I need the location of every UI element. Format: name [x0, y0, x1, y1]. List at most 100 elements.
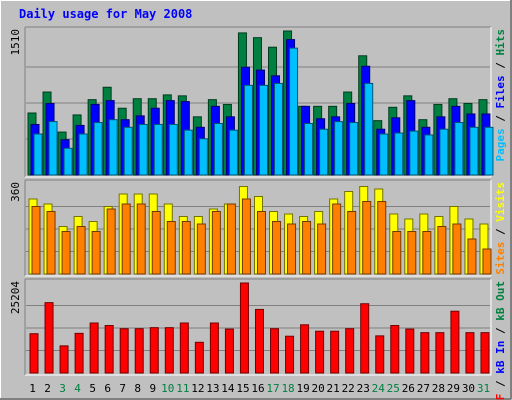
bar-kb-f-day-7 [119, 328, 129, 374]
bar-kb-f-day-30 [465, 332, 475, 374]
bar-sites-day-27 [422, 231, 432, 275]
x-tick-label: 7 [119, 382, 126, 395]
bar-pages-day-18 [289, 47, 299, 176]
bar-pages-day-6 [108, 119, 118, 176]
bar-pages-day-13 [213, 123, 223, 176]
bar-sites-day-11 [181, 221, 191, 275]
bar-kb-f-day-17 [270, 328, 280, 374]
bar-kb-f-day-24 [375, 335, 385, 374]
bar-pages-day-12 [198, 138, 208, 176]
x-tick-label: 20 [312, 382, 325, 395]
bar-sites-day-9 [151, 211, 161, 275]
x-tick-label: 30 [462, 382, 475, 395]
bar-pages-day-16 [258, 84, 268, 176]
bar-sites-day-3 [61, 231, 71, 275]
legend-entry: kB Out [494, 281, 507, 321]
bar-pages-day-2 [48, 121, 58, 176]
bar-pages-day-3 [63, 147, 73, 176]
bar-sites-day-24 [377, 201, 387, 275]
bar-sites-day-21 [332, 203, 342, 275]
bar-sites-day-22 [347, 211, 357, 275]
bar-pages-day-24 [379, 133, 389, 176]
bar-sites-day-31 [482, 248, 492, 275]
chart-title: Daily usage for May 2008 [19, 7, 192, 21]
bar-kb-f-day-31 [480, 332, 490, 374]
series-sites [31, 198, 492, 275]
x-tick-label: 31 [477, 382, 490, 395]
x-tick-label: 16 [251, 382, 264, 395]
bar-sites-day-17 [272, 221, 282, 275]
bar-sites-day-13 [211, 211, 221, 275]
legend-entry: / [494, 321, 507, 341]
legend-entry: Sites [494, 242, 507, 275]
bar-sites-day-5 [91, 231, 101, 275]
bar-sites-day-14 [226, 203, 236, 275]
x-tick-label: 24 [372, 382, 386, 395]
bar-kb-f-day-11 [179, 322, 189, 374]
series-kb-f [29, 282, 490, 374]
bar-sites-day-16 [256, 211, 266, 275]
bar-kb-f-day-13 [209, 322, 219, 374]
bar-pages-day-22 [349, 122, 359, 176]
bar-pages-day-21 [334, 121, 344, 176]
x-tick-label: 17 [266, 382, 279, 395]
legend-entry: Pages [494, 128, 507, 161]
x-tick-label: 5 [89, 382, 96, 395]
bar-pages-day-31 [484, 126, 494, 176]
bar-kb-f-day-3 [59, 345, 69, 374]
bar-pages-day-27 [424, 134, 434, 176]
x-tick-label: 23 [357, 382, 370, 395]
x-tick-label: 3 [59, 382, 66, 395]
bar-kb-f-day-19 [300, 324, 310, 374]
bar-kb-f-day-25 [390, 325, 400, 374]
x-tick-label: 1 [29, 382, 36, 395]
panel-hits_files_pages: 1510 Pages / Files / Hits [9, 26, 507, 178]
bar-pages-day-23 [364, 82, 374, 176]
bar-kb-f-day-12 [194, 341, 204, 374]
panel-kbytes: 25204kB F / kB In / kB Out [9, 278, 507, 400]
x-tick-label: 27 [417, 382, 430, 395]
series-pages [33, 47, 494, 176]
x-tick-label: 28 [432, 382, 445, 395]
panel-legend: Sites / Visits [494, 182, 507, 275]
bar-pages-day-26 [409, 130, 419, 176]
legend-entry: / [494, 56, 507, 76]
bar-pages-day-9 [153, 123, 163, 176]
legend-entry: / [494, 109, 507, 129]
bar-kb-f-day-27 [420, 332, 430, 374]
x-tick-label: 18 [281, 382, 294, 395]
bar-pages-day-4 [78, 133, 88, 176]
bar-pages-day-15 [243, 84, 253, 176]
x-tick-label: 6 [104, 382, 111, 395]
bar-pages-day-5 [93, 122, 103, 176]
bar-kb-f-day-29 [450, 310, 460, 374]
bar-kb-f-day-6 [104, 325, 114, 374]
bar-pages-day-25 [394, 132, 404, 176]
legend-entry: Hits [494, 29, 507, 56]
bar-pages-day-7 [123, 126, 133, 176]
bar-kb-f-day-21 [330, 330, 340, 374]
bar-sites-day-29 [452, 223, 462, 275]
x-tick-label: 11 [176, 382, 189, 395]
bar-sites-day-18 [287, 223, 297, 275]
x-tick-label: 12 [191, 382, 204, 395]
bar-sites-day-20 [317, 223, 327, 275]
x-tick-label: 14 [221, 382, 235, 395]
bar-kb-f-day-15 [239, 282, 249, 374]
bar-kb-f-day-14 [224, 328, 234, 374]
legend-entry: / [494, 374, 507, 394]
x-tick-label: 15 [236, 382, 249, 395]
panel-visits_sites: 360 Sites / Visits [9, 179, 507, 277]
bar-sites-day-19 [302, 221, 312, 275]
x-tick-label: 9 [149, 382, 156, 395]
bar-kb-f-day-26 [405, 328, 415, 374]
bar-sites-day-8 [136, 203, 146, 275]
axis-max-label: 25204 [9, 281, 22, 314]
legend-entry: Files [494, 75, 507, 108]
bar-sites-day-30 [467, 238, 477, 275]
bar-kb-f-day-28 [435, 332, 445, 374]
bar-sites-day-4 [76, 226, 86, 275]
bar-pages-day-28 [439, 128, 449, 176]
